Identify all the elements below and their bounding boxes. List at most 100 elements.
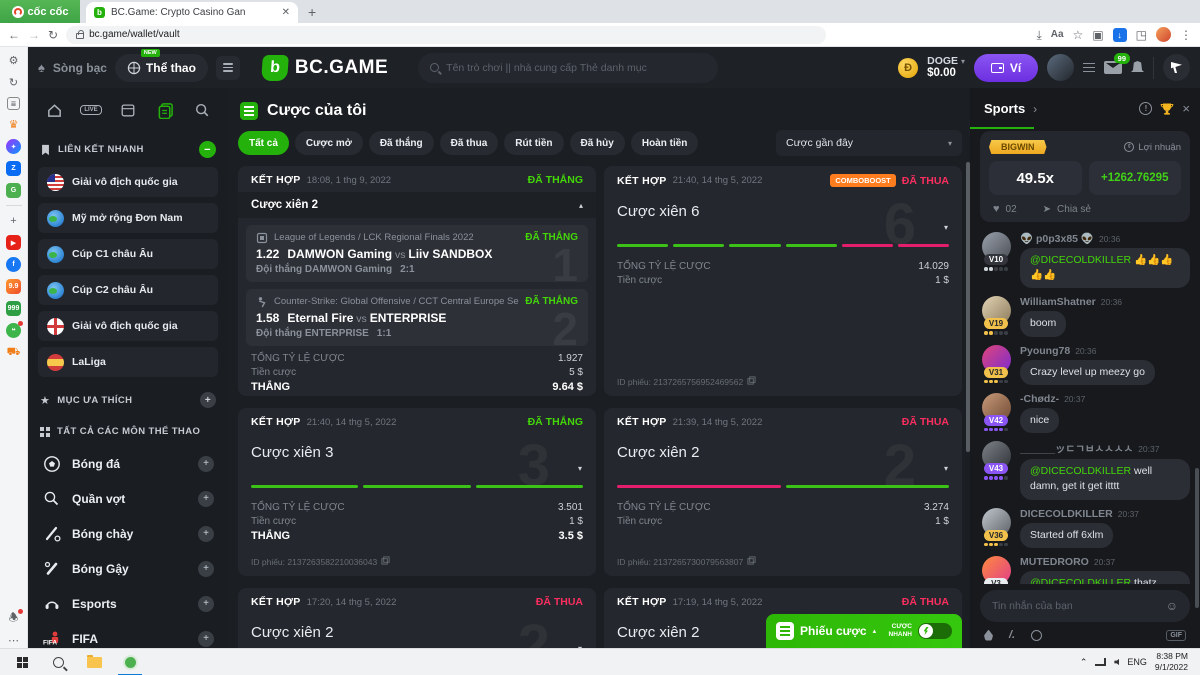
chat-rules-info-icon[interactable]: ! [1139, 102, 1153, 115]
my-bets-icon[interactable] [155, 100, 175, 120]
filter-đã-thắng[interactable]: Đã thắng [368, 131, 434, 155]
chat-toggle-button[interactable] [1163, 54, 1190, 81]
gif-icon[interactable]: GIF [1166, 629, 1186, 641]
zalo-icon[interactable]: Z [6, 161, 21, 176]
profile-menu-icon[interactable] [1083, 62, 1095, 73]
home-icon[interactable] [44, 100, 64, 120]
collapse-quick-links-button[interactable]: − [199, 141, 216, 158]
taskbar-clock[interactable]: 8:38 PM 9/1/2022 [1154, 651, 1188, 672]
sidebar-item-tennis[interactable]: Quần vợt + [38, 481, 218, 516]
user-avatar[interactable] [1047, 54, 1074, 81]
extensions-icon[interactable]: ◳ [1135, 27, 1147, 42]
games-icon[interactable]: G [6, 183, 21, 198]
shield-icon[interactable]: ▣ [1092, 27, 1104, 42]
expand-cricket-button[interactable]: + [198, 560, 214, 577]
browser-profile-avatar[interactable] [1156, 27, 1171, 42]
expand-baseball-button[interactable]: + [198, 525, 214, 542]
share-label[interactable]: Chia sẻ [1057, 203, 1091, 215]
chevron-right-icon[interactable]: › [1033, 101, 1038, 116]
mention-link[interactable]: @DICECOLDKILLER [1030, 576, 1132, 584]
notifications-bell-icon[interactable]: 🕭 [6, 609, 23, 626]
nav-sports-tab[interactable]: Thể thao NEW [114, 48, 208, 82]
network-icon[interactable] [1095, 658, 1107, 666]
chat-app-icon[interactable]: ❝ [6, 321, 23, 338]
close-chat-icon[interactable]: × [1182, 101, 1190, 116]
nav-menu-toggle[interactable] [215, 55, 240, 80]
rail-more-icon[interactable]: ⋯ [8, 635, 19, 647]
mention-link[interactable]: @DICECOLDKILLER [1030, 254, 1132, 266]
inbox-icon[interactable]: 99 [1104, 53, 1130, 74]
balance-selector[interactable]: DOGE ▾ $0.00 [927, 55, 965, 80]
bell-icon[interactable] [1131, 61, 1144, 73]
sidebar-item-quicklink[interactable]: Cúp C1 châu Âu [38, 239, 218, 269]
youtube-icon[interactable]: ▶ [6, 235, 21, 250]
cart-icon[interactable]: ⛟ [6, 345, 21, 358]
sidebar-item-fifa[interactable]: FIFA FIFA + [38, 621, 218, 648]
save-page-icon[interactable]: ⤓ [1036, 27, 1042, 42]
language-indicator[interactable]: ENG [1127, 657, 1147, 667]
browser-tab[interactable]: b BC.Game: Crypto Casino Gan ✕ [86, 2, 298, 23]
new-tab-button[interactable]: + [308, 4, 317, 20]
filter-rút-tiền[interactable]: Rút tiền [504, 131, 564, 155]
expand-icon[interactable]: ▾ [943, 223, 948, 232]
browser-menu-icon[interactable]: ⋮ [1180, 27, 1192, 42]
sort-dropdown[interactable]: Cược gần đây ▾ [776, 130, 962, 156]
filter-hoàn-tiền[interactable]: Hoàn tiền [630, 131, 699, 155]
translate-icon[interactable]: Aa [1050, 28, 1064, 40]
tray-expand-icon[interactable]: ⌃ [1079, 656, 1088, 667]
crown-icon[interactable]: ♛ [8, 119, 19, 131]
tab-sports-chat[interactable]: Sports [984, 101, 1026, 116]
trophy-icon[interactable] [1160, 102, 1174, 116]
reload-icon[interactable]: ↻ [48, 27, 59, 42]
like-icon[interactable]: ♥ [993, 203, 1000, 215]
chat-input[interactable]: Tin nhắn của bạn ☺ [980, 590, 1190, 622]
bet-card[interactable]: KẾT HỢP 21:39, 14 thg 5, 2022 ĐÃ THUA Cược … [604, 408, 962, 576]
expand-tennis-button[interactable]: + [198, 490, 214, 507]
taskbar-search-icon[interactable] [40, 649, 76, 675]
download-manager-icon[interactable]: ↓ [1112, 27, 1127, 42]
expand-fifa-button[interactable]: + [198, 630, 214, 647]
sidebar-item-quicklink[interactable]: Mỹ mở rộng Đơn Nam [38, 203, 218, 233]
browser-brand[interactable]: cốc cốc [0, 0, 80, 23]
quick-bet-toggle[interactable] [918, 623, 952, 639]
wallet-button[interactable]: Ví [974, 53, 1038, 82]
volume-icon[interactable] [1114, 658, 1120, 666]
copy-icon[interactable] [381, 556, 390, 567]
filter-cược-mở[interactable]: Cược mở [294, 131, 363, 155]
sidebar-item-quicklink[interactable]: Cúp C2 châu Âu [38, 275, 218, 305]
add-shortcut-icon[interactable]: + [10, 214, 17, 227]
sidebar-item-baseball[interactable]: Bóng chày + [38, 516, 218, 551]
sidebar-item-quicklink[interactable]: LaLiga [38, 347, 218, 377]
facebook-icon[interactable]: f [6, 257, 21, 272]
game-search-input[interactable]: Tên trò chơi || nhà cung cấp Thẻ danh mụ… [418, 52, 719, 83]
chat-scrollbar[interactable] [1195, 468, 1199, 608]
expand-esports-button[interactable]: + [198, 595, 214, 612]
expand-icon[interactable]: ▾ [577, 464, 582, 473]
emoji-icon[interactable]: ☺ [1165, 599, 1178, 613]
back-icon[interactable]: ← [8, 27, 20, 42]
bet-card[interactable]: KẾT HỢP 21:40, 14 thg 5, 2022 COMBOBOOST ĐÃ… [604, 166, 962, 396]
main-scrollbar[interactable] [966, 162, 970, 452]
nav-casino-link[interactable]: Sòng bạc [52, 60, 107, 75]
schedule-icon[interactable] [118, 100, 138, 120]
expand-football-button[interactable]: + [198, 455, 214, 472]
coccoc-taskbar-icon[interactable] [112, 649, 148, 675]
share-arrow-icon[interactable]: ➤ [1042, 203, 1052, 215]
tip-coin-icon[interactable] [1031, 629, 1043, 641]
settings-gear-icon[interactable]: ⚙ [8, 55, 19, 67]
sidebar-search-icon[interactable] [192, 100, 212, 120]
live-icon[interactable]: LIVE [80, 100, 102, 120]
history-icon[interactable]: ↻ [8, 77, 19, 89]
messenger-icon[interactable]: ✦ [6, 139, 21, 154]
tab-close-icon[interactable]: ✕ [281, 7, 290, 18]
start-button[interactable] [4, 649, 40, 675]
sidebar-item-quicklink[interactable]: Giải vô địch quốc gia [38, 311, 218, 341]
newsfeed-icon[interactable]: ≣ [7, 97, 20, 110]
collapse-icon[interactable]: ▴ [578, 200, 583, 210]
forward-icon[interactable]: → [28, 27, 40, 42]
sidebar-item-cricket[interactable]: Bóng Gậy + [38, 551, 218, 586]
expand-icon[interactable]: ▾ [578, 644, 582, 648]
bet-card[interactable]: KẾT HỢP 18:08, 1 thg 9, 2022 ĐÃ THẮNG Cược … [238, 166, 596, 396]
sidebar-item-football[interactable]: Bóng đá + [38, 446, 218, 481]
add-favorite-button[interactable]: + [200, 392, 216, 408]
